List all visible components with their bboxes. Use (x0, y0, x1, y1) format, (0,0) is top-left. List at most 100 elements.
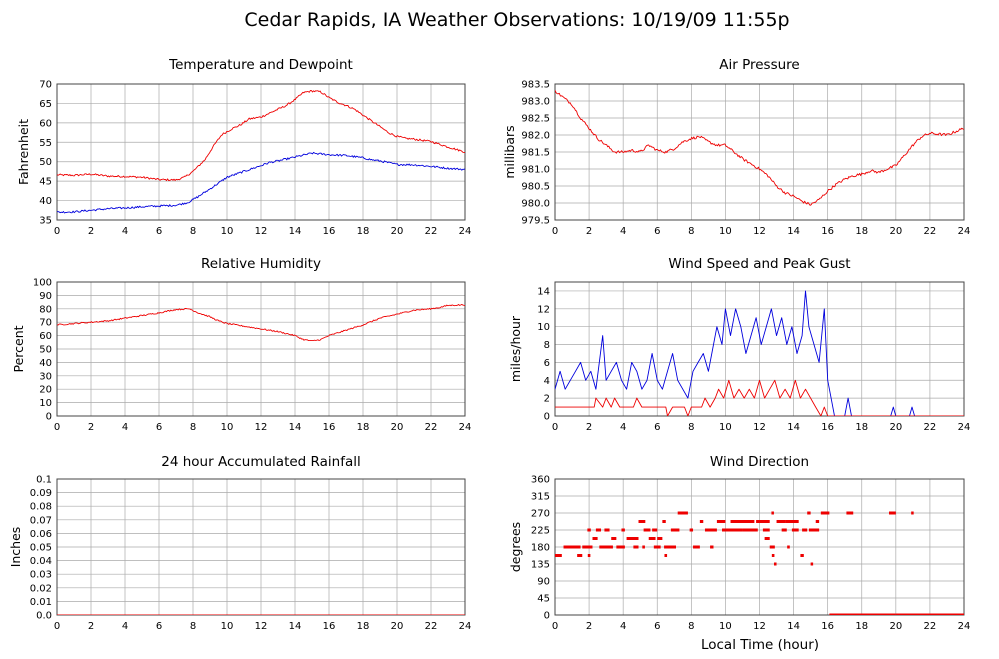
chart-title: Relative Humidity (201, 256, 321, 272)
x-tick-label: 20 (889, 226, 902, 237)
x-tick-label: 24 (459, 422, 472, 433)
x-tick-label: 14 (787, 226, 800, 237)
x-tick-label: 18 (855, 422, 868, 433)
y-tick-label: 0.03 (30, 570, 52, 581)
direction-mark (781, 528, 787, 532)
x-tick-label: 16 (821, 226, 834, 237)
direction-mark (693, 545, 700, 549)
x-tick-label: 10 (719, 226, 732, 237)
direction-mark (626, 537, 639, 540)
y-tick-label: 270 (531, 509, 550, 520)
y-tick-label: 315 (531, 492, 550, 503)
series-line-red (57, 303, 465, 342)
x-tick-label: 0 (552, 226, 558, 237)
y-tick-label: 10 (39, 398, 52, 409)
y-tick-label: 135 (531, 560, 550, 571)
y-tick-label: 983.5 (521, 80, 550, 91)
x-tick-label: 20 (889, 422, 902, 433)
y-tick-label: 8 (544, 340, 550, 351)
y-tick-label: 0.07 (30, 515, 52, 526)
direction-mark (807, 511, 811, 515)
direction-mark (677, 511, 688, 515)
plot-area (555, 511, 964, 615)
y-axis-label: Inches (8, 527, 23, 568)
series-line-red (555, 379, 964, 416)
x-tick-label: 8 (688, 422, 694, 433)
direction-mark (599, 545, 613, 549)
x-tick-label: 22 (425, 422, 438, 433)
x-tick-label: 22 (924, 226, 937, 237)
direction-mark (762, 528, 770, 532)
y-tick-label: 4 (544, 376, 550, 387)
x-tick-label: 14 (289, 422, 302, 433)
direction-mark (699, 520, 704, 523)
x-tick-label: 24 (459, 226, 472, 237)
direction-point (787, 545, 790, 549)
series-line-blue (57, 151, 465, 214)
x-tick-label: 14 (289, 226, 302, 237)
direction-mark (710, 545, 714, 549)
direction-mark (638, 520, 646, 523)
x-tick-label: 10 (719, 621, 732, 632)
direction-mark (662, 520, 666, 523)
y-tick-label: 979.5 (521, 216, 550, 227)
y-tick-label: 70 (39, 80, 52, 91)
x-tick-label: 22 (425, 226, 438, 237)
y-axis-label: Percent (11, 325, 26, 372)
x-tick-label: 14 (787, 422, 800, 433)
y-tick-label: 0.04 (30, 556, 52, 567)
direction-mark (555, 554, 562, 557)
y-tick-label: 90 (537, 577, 550, 588)
x-tick-label: 12 (255, 422, 268, 433)
x-tick-label: 6 (156, 621, 162, 632)
direction-point (664, 554, 668, 557)
x-tick-label: 22 (924, 621, 937, 632)
direction-mark (769, 545, 775, 549)
y-tick-label: 80 (39, 304, 52, 315)
x-tick-label: 16 (323, 621, 336, 632)
x-tick-label: 2 (586, 422, 592, 433)
direction-mark (785, 520, 799, 523)
chart-title: Air Pressure (719, 57, 799, 73)
y-tick-label: 65 (39, 99, 52, 110)
x-tick-label: 12 (753, 422, 766, 433)
direction-mark (577, 554, 583, 557)
direction-mark (895, 613, 964, 615)
x-tick-label: 8 (688, 226, 694, 237)
x-tick-label: 10 (221, 226, 234, 237)
direction-mark (643, 528, 651, 532)
direction-mark (670, 528, 680, 532)
plot-area (555, 290, 964, 416)
x-tick-label: 6 (654, 226, 660, 237)
direction-mark (791, 528, 799, 532)
direction-mark (563, 545, 581, 549)
direction-mark (764, 537, 770, 540)
y-tick-label: 60 (39, 331, 52, 342)
direction-mark (829, 613, 896, 615)
y-tick-label: 0.08 (30, 502, 52, 513)
y-tick-label: 980.0 (521, 199, 550, 210)
x-tick-label: 6 (156, 422, 162, 433)
x-tick-label: 18 (855, 226, 868, 237)
y-axis-label: miles/hour (508, 315, 523, 382)
series-red (555, 511, 964, 615)
series-line-red (555, 90, 964, 206)
y-tick-label: 0.02 (30, 583, 52, 594)
y-tick-label: 0 (544, 611, 550, 622)
x-tick-label: 0 (552, 621, 558, 632)
x-tick-label: 4 (122, 422, 128, 433)
y-tick-label: 0.06 (30, 529, 52, 540)
direction-mark (611, 537, 617, 540)
y-tick-label: 982.0 (521, 131, 550, 142)
y-axis-label: degrees (508, 522, 523, 572)
x-tick-label: 6 (654, 422, 660, 433)
chart-title: Temperature and Dewpoint (168, 57, 353, 73)
direction-mark (776, 520, 786, 523)
x-tick-label: 2 (586, 226, 592, 237)
y-tick-label: 12 (537, 304, 550, 315)
direction-point (690, 528, 693, 532)
y-tick-label: 982.5 (521, 114, 550, 125)
direction-mark (742, 528, 751, 532)
y-tick-label: 30 (39, 371, 52, 382)
